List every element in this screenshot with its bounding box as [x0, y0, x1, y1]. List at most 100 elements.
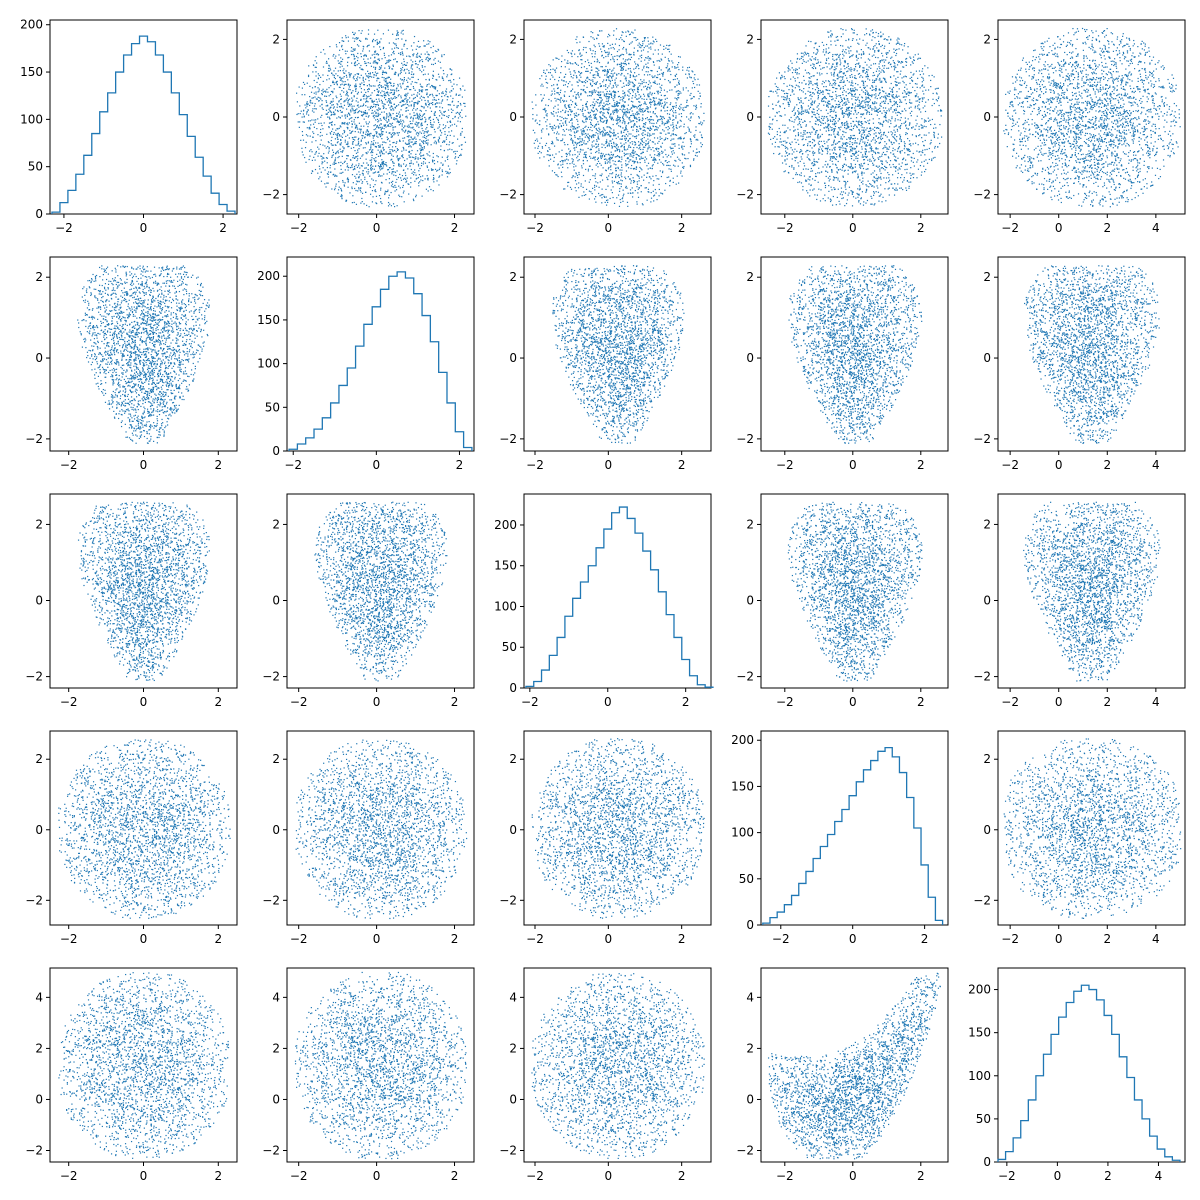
scatter-point — [347, 128, 349, 130]
scatter-point — [460, 134, 462, 136]
scatter-point — [365, 73, 367, 75]
scatter-point — [307, 114, 310, 116]
scatter-point — [387, 189, 389, 191]
scatter-point — [332, 100, 334, 102]
scatter-point — [367, 164, 369, 166]
scatter-point — [398, 165, 400, 167]
scatter-point — [365, 113, 367, 115]
scatter-point — [574, 149, 576, 151]
scatter-point — [425, 118, 427, 120]
scatter-point — [616, 110, 618, 112]
scatter-point — [379, 118, 381, 120]
scatter-point — [421, 89, 424, 91]
scatter-point — [309, 99, 311, 101]
scatter-point — [622, 82, 625, 84]
scatter-point — [304, 94, 306, 96]
scatter-point — [600, 97, 602, 99]
y-tick-label: 0 — [509, 110, 517, 124]
scatter-point — [578, 96, 580, 98]
scatter-point — [417, 165, 420, 167]
scatter-point — [343, 72, 345, 74]
scatter-point — [593, 110, 595, 112]
scatter-point — [304, 147, 307, 149]
scatter-point — [368, 95, 370, 97]
scatter-point — [361, 134, 363, 137]
scatter-point — [410, 59, 412, 61]
scatter-point — [623, 85, 625, 87]
scatter-point — [687, 105, 689, 107]
scatter-point — [373, 172, 376, 174]
scatter-point — [658, 103, 660, 105]
scatter-point — [666, 109, 668, 112]
scatter-point — [401, 100, 404, 103]
scatter-point — [393, 126, 395, 128]
scatter-point — [621, 117, 624, 119]
scatter-point — [634, 151, 636, 153]
scatter-point — [654, 82, 657, 84]
scatter-point — [629, 58, 632, 61]
scatter-point — [433, 99, 436, 101]
scatter-point — [391, 183, 394, 185]
scatter-point — [662, 170, 664, 172]
scatter-point — [346, 163, 348, 165]
scatter-point — [623, 143, 625, 145]
scatter-point — [329, 132, 331, 134]
scatter-point — [437, 127, 439, 129]
scatter-point — [442, 114, 444, 116]
scatter-point — [349, 129, 351, 132]
scatter-point — [557, 80, 560, 82]
scatter-point — [625, 115, 627, 117]
scatter-point — [360, 53, 362, 55]
scatter-point — [652, 133, 654, 135]
scatter-point — [576, 142, 578, 144]
scatter-point — [535, 94, 537, 96]
scatter-point — [375, 142, 377, 144]
scatter-point — [318, 148, 320, 150]
scatter-point — [369, 106, 371, 108]
scatter-point — [606, 95, 609, 98]
scatter-point — [340, 168, 342, 170]
scatter-point — [402, 163, 405, 165]
scatter-point — [438, 115, 441, 117]
scatter-point — [406, 62, 408, 64]
scatter-point — [367, 168, 369, 171]
scatter-point — [353, 95, 355, 97]
scatter-point — [381, 131, 383, 133]
scatter-point — [649, 118, 651, 120]
scatter-point — [393, 165, 395, 167]
scatter-point — [338, 100, 340, 102]
scatter-point — [411, 68, 414, 70]
scatter-point — [333, 74, 335, 77]
scatter-point — [405, 116, 407, 118]
scatter-point — [545, 142, 548, 145]
scatter-point — [417, 100, 419, 102]
scatter-point — [548, 134, 550, 136]
scatter-point — [624, 101, 626, 103]
scatter-point — [457, 156, 460, 159]
scatter-point — [631, 151, 633, 154]
scatter-point — [322, 161, 324, 163]
scatter-point — [571, 118, 573, 120]
scatter-point — [549, 65, 552, 67]
scatter-point — [532, 118, 534, 120]
scatter-point — [636, 107, 638, 109]
scatter-point — [321, 155, 323, 157]
scatter-point — [374, 51, 376, 54]
scatter-point — [610, 151, 612, 153]
scatter-point — [625, 62, 627, 65]
scatter-point — [610, 169, 612, 171]
scatter-point — [655, 97, 657, 99]
scatter-point — [625, 69, 627, 71]
scatter-point — [328, 108, 330, 110]
scatter-point — [372, 100, 374, 102]
scatter-point — [385, 62, 387, 65]
scatter-point — [324, 53, 326, 55]
scatter-point — [606, 162, 608, 164]
scatter-point — [376, 80, 378, 82]
scatter-point — [625, 185, 627, 188]
scatter-point — [619, 169, 621, 171]
scatter-point — [420, 155, 422, 157]
scatter-point — [347, 166, 350, 169]
scatter-point — [573, 131, 575, 133]
scatter-point — [623, 129, 625, 131]
